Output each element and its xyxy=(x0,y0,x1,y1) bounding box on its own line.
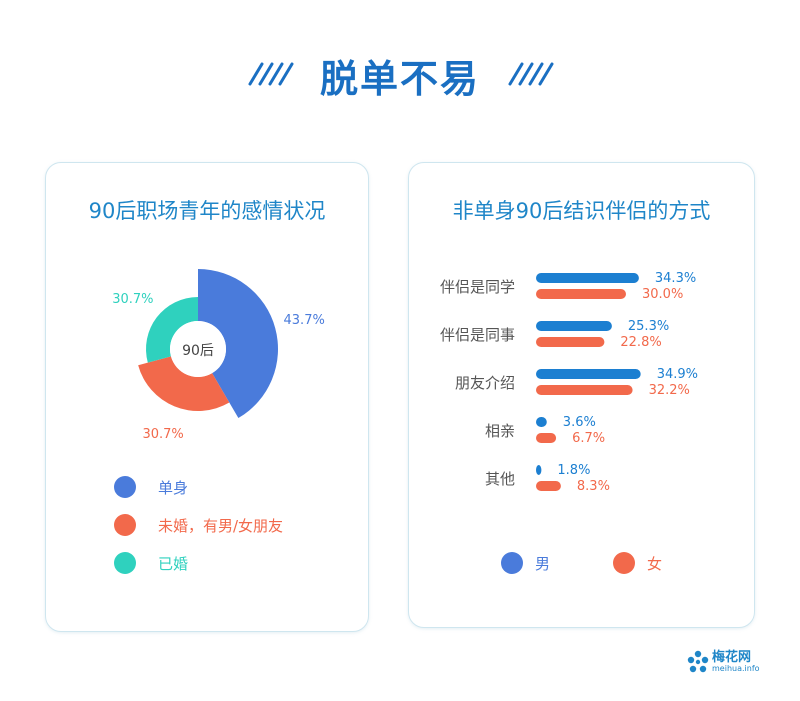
flower-logo-icon xyxy=(687,650,709,673)
legend-dot-icon xyxy=(613,552,635,574)
bar-chart-title: 非单身90后结识伴侣的方式 xyxy=(452,199,711,223)
bar-value-label: 22.8% xyxy=(620,335,661,350)
page-header: 脱单不易 xyxy=(0,40,800,101)
legend-dot-icon xyxy=(114,514,136,536)
bar-male xyxy=(536,417,547,427)
left-slash-decoration xyxy=(248,62,294,86)
bar-female xyxy=(536,481,561,491)
legend-dot-icon xyxy=(501,552,523,574)
bar-value-label: 8.3% xyxy=(577,479,610,494)
pie-center-label: 90后 xyxy=(182,343,214,359)
legend-dot-icon xyxy=(114,476,136,498)
pie-slice-label-0: 43.7% xyxy=(284,313,325,328)
bar-value-label: 30.0% xyxy=(642,287,683,302)
bar-female xyxy=(536,337,605,347)
legend-dot-icon xyxy=(114,552,136,574)
bar-value-label: 34.3% xyxy=(655,271,696,286)
bar-category-label: 相亲 xyxy=(485,422,515,440)
bar-legend-label: 女 xyxy=(647,555,663,573)
bar-value-label: 34.9% xyxy=(657,367,698,382)
bar-value-label: 1.8% xyxy=(557,463,590,478)
pie-slice-2 xyxy=(146,297,198,363)
pie-legend-label: 未婚，有男/女朋友 xyxy=(158,517,284,535)
pie-slice-1 xyxy=(138,356,230,411)
pie-slice-0 xyxy=(198,269,278,419)
bar-value-label: 25.3% xyxy=(628,319,669,334)
logo-subtitle: meihua.info xyxy=(712,664,760,673)
pie-legend-label: 已婚 xyxy=(158,555,189,573)
bar-value-label: 32.2% xyxy=(649,383,690,398)
bar-male xyxy=(536,465,542,475)
bar-category-label: 朋友介绍 xyxy=(455,374,515,392)
bar-female xyxy=(536,289,626,299)
bar-category-label: 其他 xyxy=(485,470,515,488)
bar-male xyxy=(536,273,639,283)
meihua-logo: 梅花网 meihua.info xyxy=(686,644,776,680)
bar-legend-label: 男 xyxy=(535,555,551,573)
bar-male xyxy=(536,369,641,379)
logo-name: 梅花网 xyxy=(712,650,752,665)
bar-female xyxy=(536,385,633,395)
page-title: 脱单不易 xyxy=(319,57,480,101)
pie-chart-title: 90后职场青年的感情状况 xyxy=(88,199,326,223)
pie-slice-label-1: 30.7% xyxy=(142,427,183,442)
partner-met-card: 非单身90后结识伴侣的方式 伴侣是同学伴侣是同事朋友介绍相亲其他 34.3% 30… xyxy=(408,162,755,628)
relationship-pie-chart: 43.7% 30.7% 30.7% 90后 xyxy=(112,269,325,442)
bar-male xyxy=(536,321,612,331)
bar-female xyxy=(536,433,557,443)
pie-legend-label: 单身 xyxy=(158,479,189,497)
bar-value-label: 3.6% xyxy=(563,415,596,430)
right-slash-decoration xyxy=(508,62,554,86)
bar-category-label: 伴侣是同学 xyxy=(440,278,515,296)
bar-value-label: 6.7% xyxy=(572,431,605,446)
pie-slice-label-2: 30.7% xyxy=(112,292,153,307)
bar-category-label: 伴侣是同事 xyxy=(440,326,515,344)
relationship-status-card: 90后职场青年的感情状况 43.7% 30.7% 30.7% 90后 单身未婚，有男… xyxy=(45,162,369,632)
